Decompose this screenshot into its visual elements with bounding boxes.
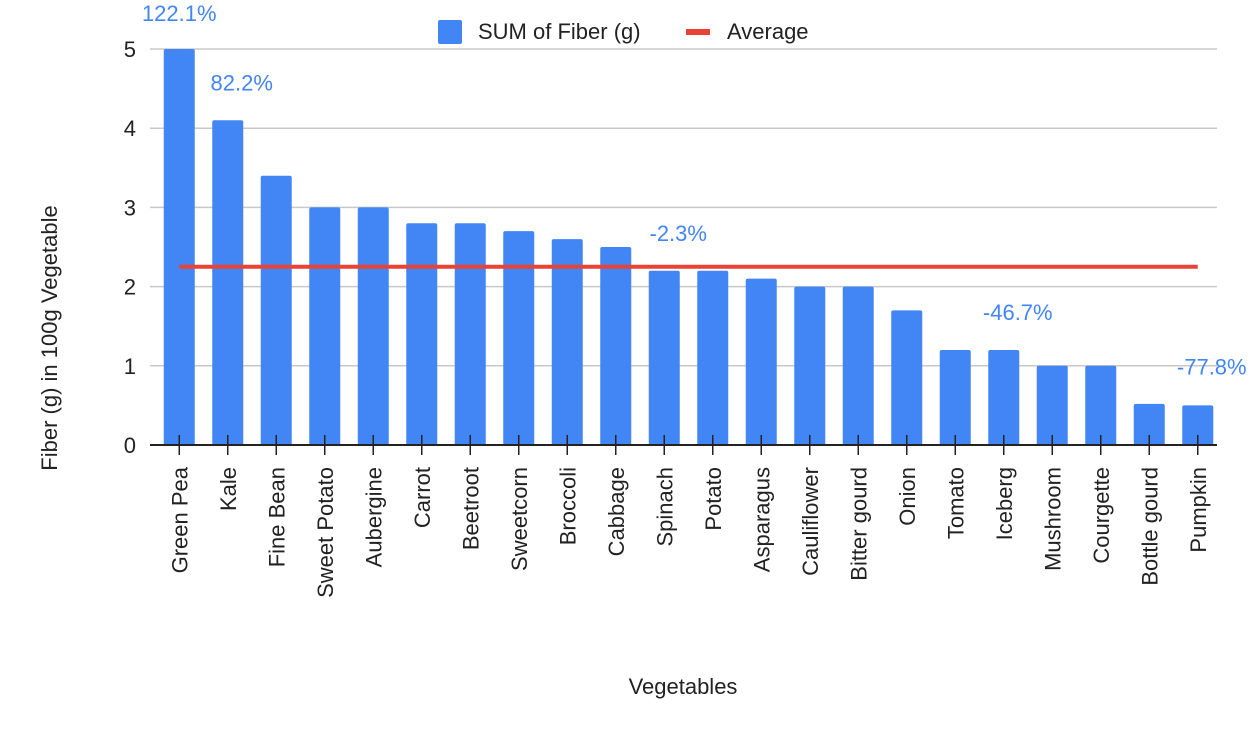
bar: [1133, 403, 1165, 445]
annotation-label: -2.3%: [650, 221, 707, 246]
bar: [988, 349, 1020, 445]
y-tick-label: 1: [124, 354, 136, 379]
bar: [939, 349, 971, 445]
bar: [163, 49, 195, 445]
bar: [842, 286, 874, 445]
x-tick-label: Bottle gourd: [1137, 467, 1162, 586]
bar: [454, 223, 486, 445]
legend-swatch-average: [686, 29, 710, 35]
x-tick-label: Carrot: [410, 467, 435, 528]
annotation-label: -77.8%: [1177, 354, 1247, 379]
y-axis-title: Fiber (g) in 100g Vegetable: [37, 205, 62, 470]
x-tick-label: Sweet Potato: [313, 467, 338, 598]
legend-label-bars: SUM of Fiber (g): [478, 19, 641, 44]
bar: [1182, 405, 1214, 445]
bar: [891, 310, 923, 445]
legend-swatch-bars: [438, 20, 462, 44]
bar: [648, 270, 680, 445]
bar: [406, 223, 438, 445]
x-tick-label: Asparagus: [749, 467, 774, 572]
y-tick-label: 0: [124, 433, 136, 458]
legend-label-average: Average: [727, 19, 809, 44]
bar: [1036, 365, 1068, 445]
bar: [260, 175, 292, 445]
bar: [697, 270, 729, 445]
y-tick-label: 3: [124, 195, 136, 220]
bar: [600, 247, 632, 445]
y-tick-label: 2: [124, 275, 136, 300]
x-tick-label: Fine Bean: [264, 467, 289, 567]
x-tick-label: Cabbage: [604, 467, 629, 556]
x-tick-label: Bitter gourd: [846, 467, 871, 581]
annotation-label: -46.7%: [983, 300, 1053, 325]
x-tick-label: Green Pea: [167, 466, 192, 573]
annotation-label: 82.2%: [211, 70, 273, 95]
x-tick-label: Courgette: [1089, 467, 1114, 564]
bar: [1085, 365, 1117, 445]
x-tick-labels: Green Pea Kale Fine Bean Sweet Potato Auberg…: [167, 466, 1211, 598]
axes: [150, 435, 1217, 455]
bar: [794, 286, 826, 445]
x-tick-label: Spinach: [652, 467, 677, 547]
y-tick-labels: 0 1 2 3 4 5: [124, 37, 136, 458]
x-tick-label: Broccoli: [555, 467, 580, 545]
x-tick-label: Aubergine: [361, 467, 386, 567]
x-tick-label: Kale: [216, 467, 241, 511]
x-tick-label: Cauliflower: [798, 467, 823, 576]
bar: [309, 207, 341, 445]
bar: [745, 278, 777, 445]
y-tick-label: 5: [124, 37, 136, 62]
x-tick-label: Beetroot: [458, 467, 483, 550]
annotation-label: 122.1%: [142, 1, 217, 26]
x-tick-label: Onion: [895, 467, 920, 526]
bar: [212, 120, 244, 445]
y-tick-label: 4: [124, 116, 136, 141]
bars: [163, 49, 1214, 445]
x-tick-label: Sweetcorn: [507, 467, 532, 571]
data-annotations: 122.1% 82.2% -2.3% -46.7% -77.8%: [142, 1, 1247, 379]
bar: [503, 231, 535, 445]
legend: SUM of Fiber (g) Average: [438, 19, 809, 44]
x-tick-label: Pumpkin: [1186, 467, 1211, 553]
x-tick-label: Tomato: [943, 467, 968, 539]
x-tick-label: Potato: [701, 467, 726, 531]
x-tick-label: Iceberg: [992, 467, 1017, 540]
bar: [551, 239, 583, 445]
bar: [357, 207, 389, 445]
x-tick-label: Mushroom: [1040, 467, 1065, 571]
x-axis-title: Vegetables: [629, 674, 738, 699]
